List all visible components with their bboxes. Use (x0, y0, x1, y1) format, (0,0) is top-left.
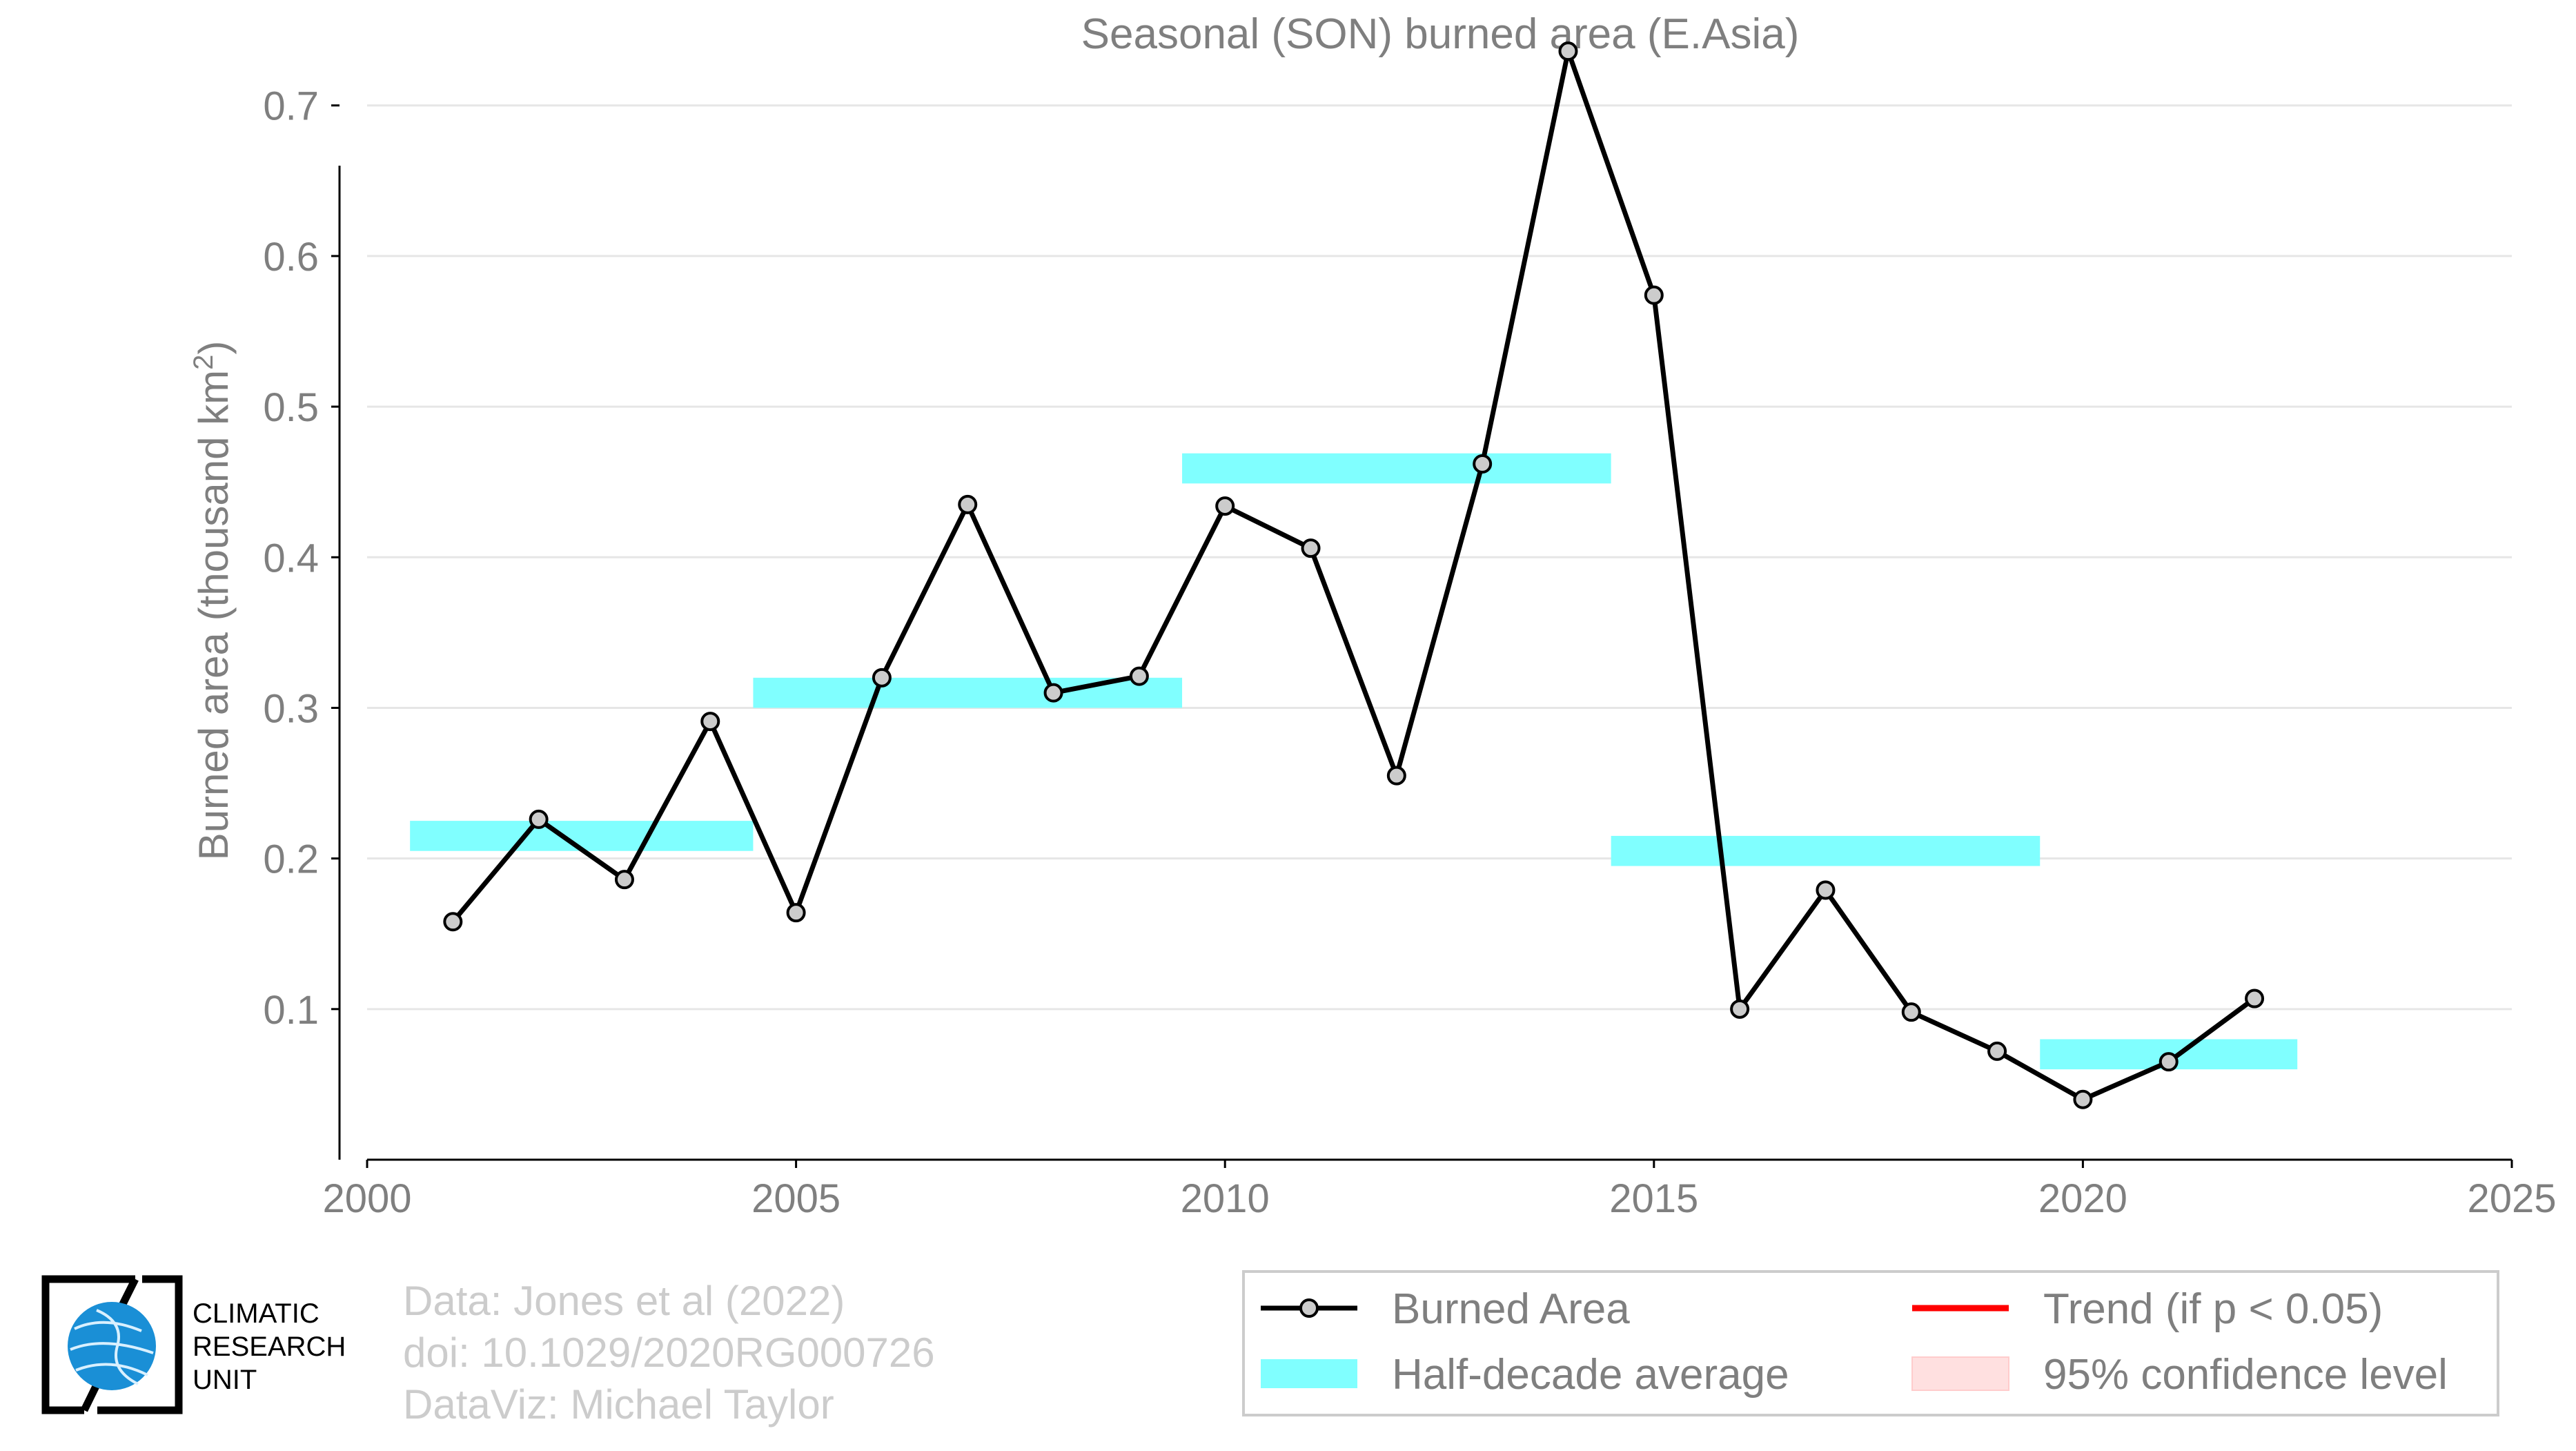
data-point (786, 903, 806, 923)
legend-marker-burned-area (1299, 1298, 1319, 1318)
logo-bracket-left (41, 1275, 135, 1414)
x-tick-label: 2005 (751, 1176, 840, 1221)
logo-bracket-right (97, 1275, 183, 1414)
data-point (958, 494, 978, 514)
y-axis-ticks: 0.1 0.2 0.3 0.4 0.5 0.6 0.7 (263, 84, 340, 1033)
credits-dataviz: DataViz: Michael Taylor (403, 1381, 834, 1428)
legend-label-half-decade: Half-decade average (1392, 1351, 1789, 1399)
data-point (1215, 496, 1235, 516)
cru-logo: CLIMATIC RESEARCH UNIT (41, 1275, 346, 1414)
chart-title: Seasonal (SON) burned area (E.Asia) (1081, 10, 1800, 58)
legend-swatch-half-decade (1261, 1359, 1357, 1388)
data-point (1901, 1002, 1921, 1022)
data-point (1987, 1041, 2007, 1061)
y-axis-label-superscript: 2 (188, 355, 219, 370)
logo-text-line3: UNIT (193, 1365, 257, 1395)
y-tick-label: 0.7 (263, 84, 319, 129)
y-axis-label-main: Burned area (thousand km (190, 370, 237, 860)
legend: Burned Area Half-decade average Trend (i… (1242, 1270, 2499, 1416)
y-tick-label: 0.5 (263, 385, 319, 430)
data-point (872, 668, 892, 688)
data-point (443, 912, 463, 932)
y-tick-label: 0.2 (263, 837, 319, 882)
data-point (2159, 1052, 2179, 1072)
data-point (1644, 285, 1664, 305)
data-point (1730, 999, 1750, 1019)
x-tick-label: 2015 (1609, 1176, 1698, 1221)
data-point (700, 712, 720, 732)
credits-data: Data: Jones et al (2022) (403, 1278, 845, 1324)
x-axis-ticks: 2000 2005 2010 2015 2020 2025 (322, 1160, 2557, 1221)
series-points (443, 41, 2265, 1109)
data-point (1301, 538, 1321, 558)
data-point (1816, 880, 1836, 900)
data-point (1386, 766, 1406, 786)
half-decade-bands (410, 453, 2298, 1070)
legend-label-trend: Trend (if p < 0.05) (2043, 1285, 2383, 1333)
y-tick-label: 0.4 (263, 536, 319, 581)
credits-doi: doi: 10.1029/2020RG000726 (403, 1330, 935, 1376)
y-axis-label: Burned area (thousand km2) (188, 341, 237, 861)
data-point (1473, 454, 1493, 474)
data-point (1558, 41, 1578, 61)
grid-lines (367, 104, 2512, 1011)
y-tick-label: 0.1 (263, 988, 319, 1033)
y-tick-label: 0.3 (263, 686, 319, 731)
x-tick-label: 2010 (1181, 1176, 1270, 1221)
data-point (2245, 989, 2265, 1009)
series-line-burned-area (451, 48, 2257, 1102)
x-tick-label: 2000 (322, 1176, 411, 1221)
logo-text-line1: CLIMATIC (193, 1298, 319, 1329)
half-decade-bar (410, 821, 754, 851)
legend-swatch-confidence (1911, 1356, 2009, 1391)
legend-label-burned-area: Burned Area (1392, 1285, 1630, 1333)
half-decade-bar (1182, 453, 1611, 484)
data-point (2073, 1089, 2093, 1109)
data-point (529, 809, 549, 829)
x-tick-label: 2025 (2467, 1176, 2556, 1221)
half-decade-bar (1611, 835, 2041, 866)
data-point (614, 870, 634, 890)
legend-label-confidence: 95% confidence level (2043, 1351, 2448, 1399)
y-axis-label-close: ) (190, 341, 237, 355)
x-tick-label: 2020 (2038, 1176, 2127, 1221)
logo-text-line2: RESEARCH (193, 1332, 346, 1362)
legend-frame (1242, 1270, 2499, 1416)
globe-swirl (70, 1309, 154, 1385)
data-point (1129, 666, 1149, 686)
y-tick-label: 0.6 (263, 235, 319, 280)
data-point (1043, 683, 1063, 703)
